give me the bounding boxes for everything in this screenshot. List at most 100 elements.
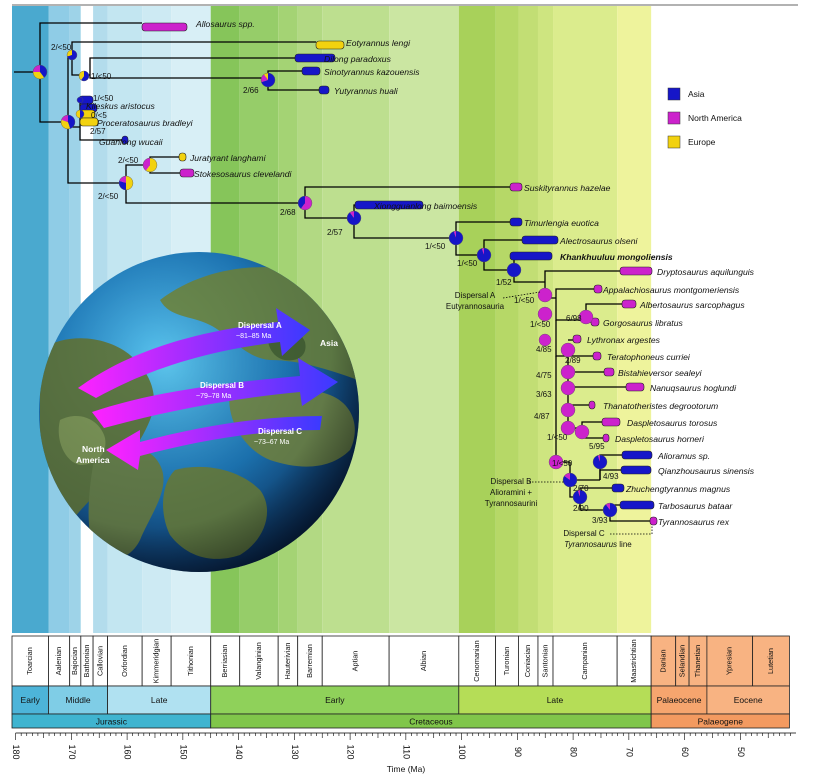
pie-node-18: [560, 342, 576, 358]
dispersal-b-note-line-0: Dispersal B: [491, 477, 532, 486]
pie-node-28: [602, 502, 618, 518]
support-value: 2/<50: [51, 43, 72, 52]
stage-label: Toarcian: [25, 647, 34, 675]
support-value: 1/<50: [457, 259, 478, 268]
pie-node-21: [560, 402, 576, 418]
range-bar-appalachiosaurus: [593, 284, 603, 294]
pie-node-12: [476, 247, 492, 263]
axis-tick-label: 70: [624, 747, 634, 757]
range-bar-alectrosaurus: [521, 235, 559, 245]
period-label: Palaeogene: [698, 717, 744, 727]
stage-label: Ypresian: [725, 647, 734, 675]
axis-tick-label: 170: [67, 744, 77, 759]
stage-label: Thanetian: [693, 645, 702, 677]
axis-tick-label: 100: [457, 744, 467, 759]
dispersal-c-note-line-1: Tyrannosaurus line: [564, 540, 632, 549]
pie-node-2: [60, 114, 76, 130]
dispersal-c-globe-range: ~73–67 Ma: [254, 439, 289, 446]
taxon-labels: Allosaurus spp. Eotyrannus lengi Dilong pa…: [86, 19, 755, 527]
stage-label: Aptian: [351, 651, 360, 672]
taxon-label: Tyrannosaurus rex: [658, 517, 730, 527]
support-value: 2/89: [565, 356, 581, 365]
taxon-label: Daspletosaurus torosus: [627, 418, 718, 428]
stage-band-19: [617, 6, 652, 633]
taxon-label: Teratophoneus curriei: [607, 352, 691, 362]
pie-node-5: [75, 109, 85, 119]
range-bar-albertosaurus: [621, 299, 637, 309]
taxon-label: Nanuqsaurus hoglundi: [650, 383, 737, 393]
range-bar-xiongguanlong: [354, 200, 424, 210]
axis-tick-label: 90: [513, 747, 523, 757]
stage-cell-24: [752, 635, 790, 687]
range-bar-tyrannosaurus: [649, 516, 658, 526]
epoch-cell-5: [650, 685, 708, 715]
epoch-label: Eocene: [734, 695, 763, 705]
support-value: 1/<50: [514, 296, 535, 305]
axis-tick-label: 60: [680, 747, 690, 757]
taxon-label: Thanatotheristes degrootorum: [603, 401, 718, 411]
range-bar-dryptosaurus: [619, 266, 653, 276]
axis-tick-label: 150: [178, 744, 188, 759]
taxon-label: Guanlong wucaii: [99, 137, 164, 147]
support-value: 5/95: [589, 442, 605, 451]
taxon-label: Dryptosaurus aquilunguis: [657, 267, 755, 277]
stage-label: Danian: [658, 649, 667, 672]
epoch-label: Late: [547, 695, 564, 705]
support-value: 1/<50: [530, 320, 551, 329]
pie-node-11: [448, 230, 464, 246]
taxon-label: Proceratosaurus bradleyi: [97, 118, 194, 128]
support-value: 1/52: [496, 278, 512, 287]
taxon-label: Sinotyrannus kazouensis: [324, 67, 420, 77]
taxon-label: Qianzhousaurus sinensis: [658, 466, 755, 476]
stage-band-15: [495, 6, 519, 633]
taxon-label: Daspletosaurus horneri: [615, 434, 705, 444]
dispersal-b-note-line-2: Tyrannosaurini: [485, 499, 538, 508]
branch-6: [89, 57, 295, 75]
support-value: 2/90: [573, 504, 589, 513]
dispersal-a-globe-range: ~81–85 Ma: [236, 333, 271, 340]
range-bar-tarbosaurus: [619, 500, 655, 510]
pie-node-19: [560, 364, 576, 380]
epoch-cell-1: [48, 685, 108, 715]
support-value: 2/<50: [98, 192, 119, 201]
axis-tick-label: 140: [234, 744, 244, 759]
pie-node-25: [562, 472, 578, 488]
north-america-label-2: America: [76, 455, 110, 465]
stage-cell-5: [107, 635, 143, 687]
stage-cell-23: [706, 635, 754, 687]
range-bar-nanuqsaurus: [625, 382, 645, 392]
epoch-cell-4: [458, 685, 652, 715]
stage-cell-7: [170, 635, 212, 687]
dispersal-annotations: Dispersal A Eutyrannosauria Dispersal B Ali…: [446, 291, 653, 549]
stage-cell-14: [458, 635, 497, 687]
range-bar-juratyrant: [178, 152, 187, 162]
axis-tick-label: 80: [569, 747, 579, 757]
axis-tick-label: 50: [736, 747, 746, 757]
axis-title: Time (Ma): [387, 764, 426, 774]
legend-swatch-0: [667, 87, 681, 101]
legend: Asia North America Europe: [667, 87, 742, 149]
support-value: 3/63: [536, 390, 552, 399]
stage-label: Campanian: [580, 642, 589, 679]
taxon-label: Kileskus aristocus: [86, 101, 155, 111]
stage-band-12: [322, 6, 390, 633]
taxon-label: Dilong paradoxus: [324, 54, 392, 64]
pie-node-20: [560, 380, 576, 396]
palaeogeographic-globe: Dispersal A ~81–85 Ma Dispersal B ~79–78…: [39, 252, 359, 572]
dispersal-b-globe-title: Dispersal B: [200, 381, 244, 390]
pie-node-24: [548, 454, 564, 470]
taxon-label: Albertosaurus sarcophagus: [639, 300, 745, 310]
asia-label: Asia: [320, 338, 338, 348]
range-bar-dilong: [294, 53, 336, 63]
stage-cell-18: [552, 635, 618, 687]
taxon-label: Eotyrannus lengi: [346, 38, 411, 48]
range-bar-zhuchengtyrannus: [611, 483, 625, 493]
axis-tick-label: 110: [401, 745, 411, 759]
pie-node-10: [346, 210, 362, 226]
stage-cell-9: [239, 635, 279, 687]
stage-label: Berriasian: [220, 645, 229, 678]
range-bar-teratophoneus: [592, 351, 602, 361]
support-value: 2/66: [243, 86, 259, 95]
support-value: 1/<50: [425, 242, 446, 251]
taxon-label: Xiongguanlong baimoensis: [373, 201, 478, 211]
